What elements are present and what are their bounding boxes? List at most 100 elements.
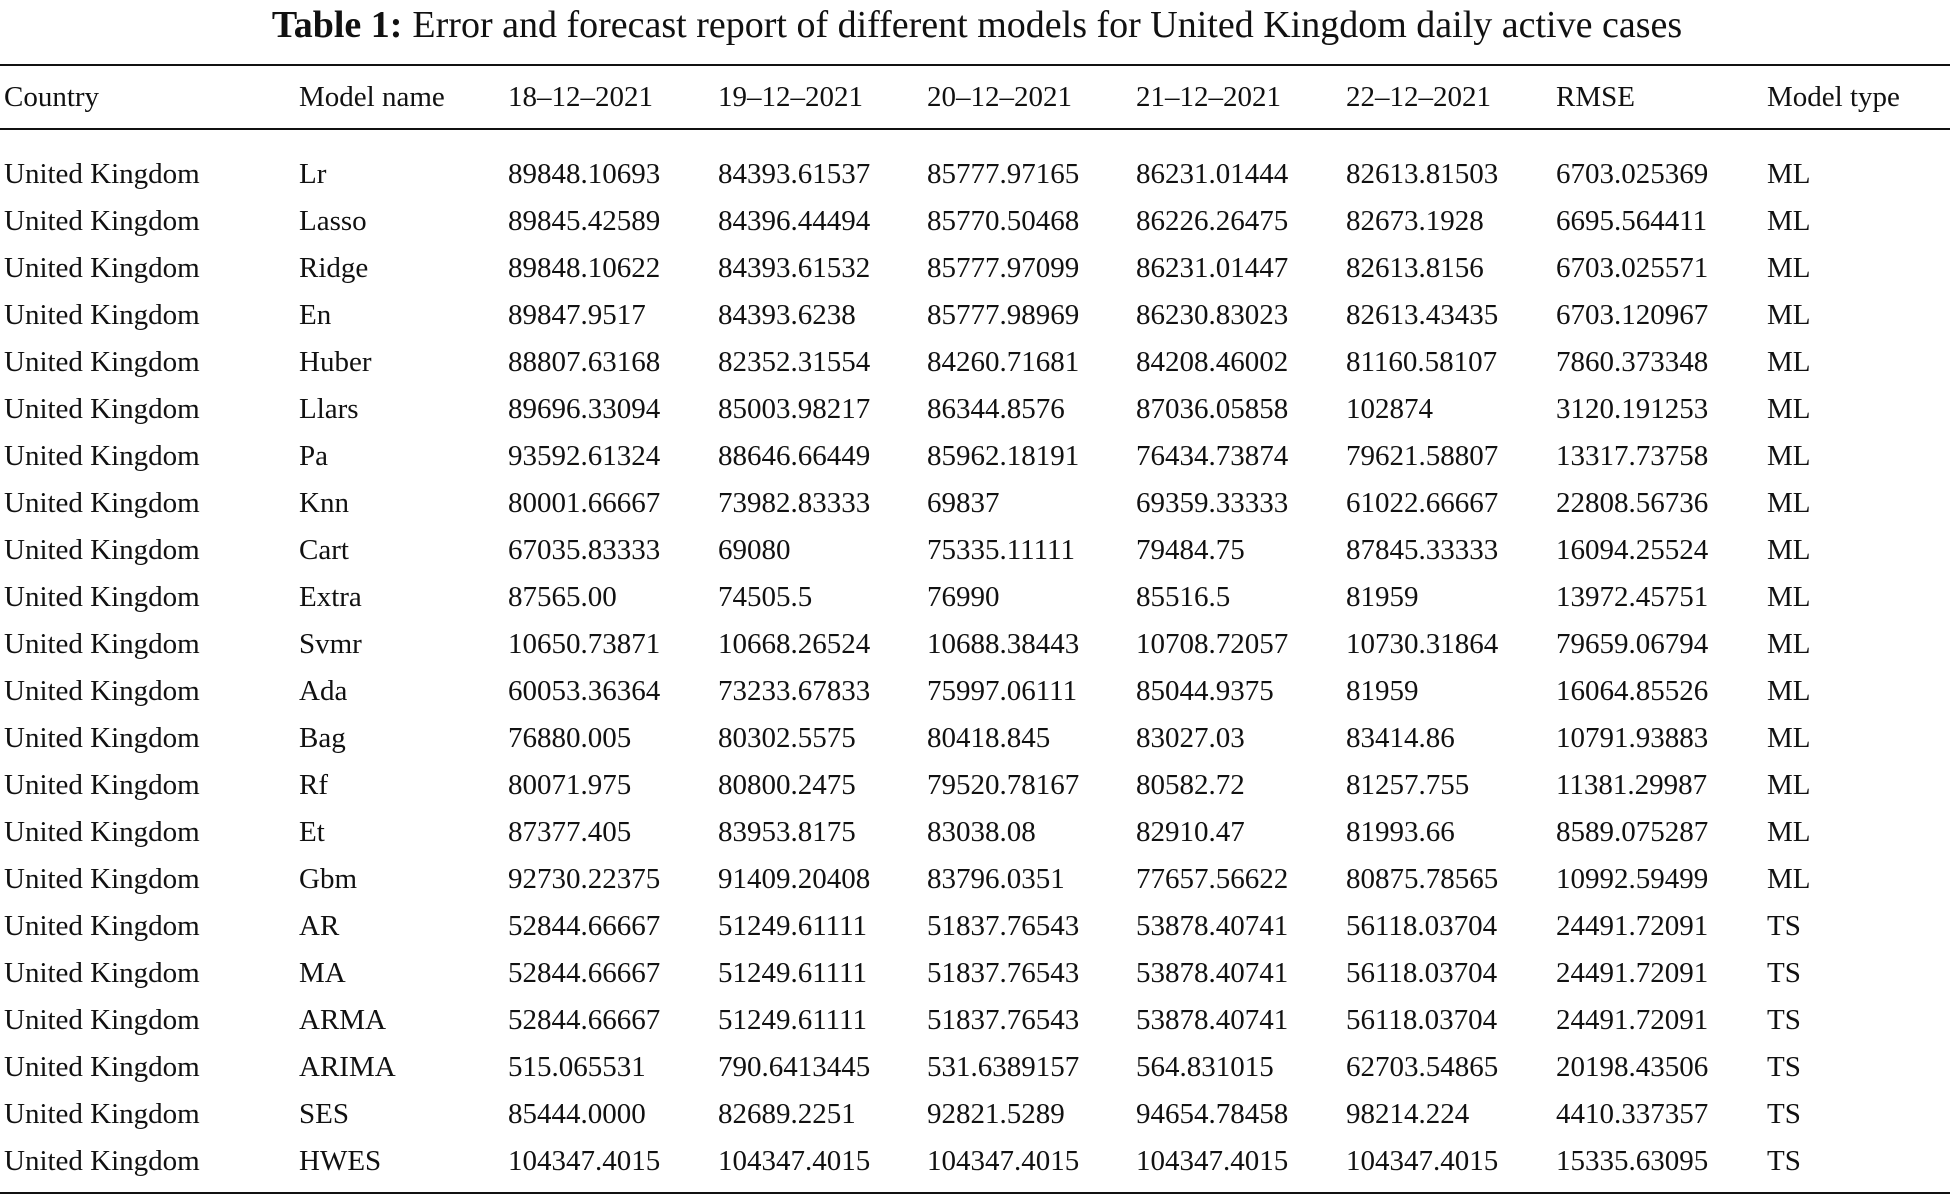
table-cell: 80800.2475	[718, 769, 856, 801]
table-cell: 85516.5	[1136, 581, 1231, 613]
table-cell: 76434.73874	[1136, 440, 1289, 472]
table-cell: 24491.72091	[1556, 910, 1709, 942]
table-caption: Table 1: Error and forecast report of dif…	[0, 2, 1954, 48]
table-row: United Kingdom HWES 104347.4015 104347.4015…	[0, 1138, 1950, 1193]
table-cell: 20198.43506	[1556, 1051, 1709, 1083]
table-cell: 51249.61111	[718, 910, 868, 942]
table-cell: Rf	[299, 769, 328, 801]
table-cell: United Kingdom	[4, 440, 200, 472]
table-cell: 86231.01444	[1136, 158, 1289, 190]
table-cell: ML	[1767, 393, 1811, 425]
table-cell: 10791.93883	[1556, 722, 1709, 754]
table-row: United Kingdom Ada 60053.36364 73233.67833 7…	[0, 668, 1950, 715]
table-cell: 85003.98217	[718, 393, 871, 425]
table-row: United Kingdom Bag 76880.005 80302.5575 8041…	[0, 715, 1950, 762]
table-cell: 6695.564411	[1556, 205, 1708, 237]
table-cell: 61022.66667	[1346, 487, 1499, 519]
table-cell: 11381.29987	[1556, 769, 1708, 801]
table-cell: 76880.005	[508, 722, 632, 754]
table-cell: TS	[1767, 1145, 1801, 1177]
table-cell: United Kingdom	[4, 722, 200, 754]
table-cell: 51249.61111	[718, 957, 868, 989]
table-cell: 56118.03704	[1346, 910, 1498, 942]
table-row: United Kingdom ARMA 52844.66667 51249.61111…	[0, 997, 1950, 1044]
table-row: United Kingdom AR 52844.66667 51249.61111 51…	[0, 903, 1950, 950]
table-cell: 73233.67833	[718, 675, 871, 707]
table-cell: 84208.46002	[1136, 346, 1289, 378]
table-cell: 83796.0351	[927, 863, 1065, 895]
table-cell: 79520.78167	[927, 769, 1080, 801]
table-cell: ML	[1767, 158, 1811, 190]
table-cell: 89845.42589	[508, 205, 661, 237]
table-row: United Kingdom Knn 80001.66667 73982.83333 6…	[0, 480, 1950, 527]
table-cell: ML	[1767, 675, 1811, 707]
header-cell: 21–12–2021	[1136, 80, 1281, 113]
table-cell: United Kingdom	[4, 1004, 200, 1036]
table-cell: 53878.40741	[1136, 957, 1289, 989]
table-cell: TS	[1767, 1051, 1801, 1083]
table-row: United Kingdom Rf 80071.975 80800.2475 79520…	[0, 762, 1950, 809]
table-cell: United Kingdom	[4, 346, 200, 378]
table-cell: 10688.38443	[927, 628, 1080, 660]
table-cell: 85444.0000	[508, 1098, 646, 1130]
table-cell: Gbm	[299, 863, 357, 895]
table-cell: ML	[1767, 346, 1811, 378]
table-cell: 16064.85526	[1556, 675, 1709, 707]
table-cell: 52844.66667	[508, 910, 661, 942]
table-cell: 24491.72091	[1556, 957, 1709, 989]
table-row: United Kingdom Et 87377.405 83953.8175 83038…	[0, 809, 1950, 856]
table-row: United Kingdom Llars 89696.33094 85003.9821…	[0, 386, 1950, 433]
table-cell: 82613.8156	[1346, 252, 1484, 284]
table-cell: 85044.9375	[1136, 675, 1274, 707]
table-cell: United Kingdom	[4, 158, 200, 190]
table-cell: ML	[1767, 299, 1811, 331]
table-cell: 102874	[1346, 393, 1433, 425]
table-cell: United Kingdom	[4, 675, 200, 707]
table-cell: TS	[1767, 957, 1801, 989]
table-cell: ML	[1767, 722, 1811, 754]
table-cell: 83027.03	[1136, 722, 1245, 754]
results-table: Country Model name 18–12–2021 19–12–2021 20–…	[0, 64, 1950, 1194]
table-cell: 79659.06794	[1556, 628, 1709, 660]
table-cell: TS	[1767, 1098, 1801, 1130]
table-cell: 104347.4015	[1136, 1145, 1289, 1177]
table-cell: Llars	[299, 393, 359, 425]
table-cell: 80418.845	[927, 722, 1051, 754]
table-cell: 790.6413445	[718, 1051, 871, 1083]
table-cell: 69837	[927, 487, 1000, 519]
table-cell: United Kingdom	[4, 628, 200, 660]
table-row: United Kingdom Ridge 89848.10622 84393.6153…	[0, 245, 1950, 292]
table-cell: 104347.4015	[1346, 1145, 1499, 1177]
table-cell: 87036.05858	[1136, 393, 1289, 425]
table-row: United Kingdom Lasso 89845.42589 84396.4449…	[0, 198, 1950, 245]
table-cell: 89696.33094	[508, 393, 661, 425]
table-cell: 89847.9517	[508, 299, 646, 331]
table-cell: 85777.97165	[927, 158, 1080, 190]
table-cell: En	[299, 299, 332, 331]
table-cell: United Kingdom	[4, 205, 200, 237]
table-cell: 16094.25524	[1556, 534, 1709, 566]
table-cell: United Kingdom	[4, 1098, 200, 1130]
table-cell: 67035.83333	[508, 534, 661, 566]
table-cell: 87377.405	[508, 816, 632, 848]
table-cell: 104347.4015	[508, 1145, 661, 1177]
table-cell: 77657.56622	[1136, 863, 1289, 895]
table-cell: Pa	[299, 440, 328, 472]
table-cell: 56118.03704	[1346, 957, 1498, 989]
table-cell: ML	[1767, 205, 1811, 237]
table-cell: ARMA	[299, 1004, 387, 1036]
table-cell: United Kingdom	[4, 1145, 200, 1177]
table-row: United Kingdom Huber 88807.63168 82352.3155…	[0, 339, 1950, 386]
table-cell: 84260.71681	[927, 346, 1080, 378]
table-cell: 81993.66	[1346, 816, 1455, 848]
table-row: United Kingdom MA 52844.66667 51249.61111 51…	[0, 950, 1950, 997]
table-cell: 51837.76543	[927, 1004, 1080, 1036]
table-cell: Knn	[299, 487, 349, 519]
table-cell: 89848.10622	[508, 252, 661, 284]
header-cell: Model type	[1767, 80, 1900, 113]
table-cell: ML	[1767, 252, 1811, 284]
table-cell: 80875.78565	[1346, 863, 1499, 895]
table-cell: 83953.8175	[718, 816, 856, 848]
table-cell: 6703.025571	[1556, 252, 1709, 284]
